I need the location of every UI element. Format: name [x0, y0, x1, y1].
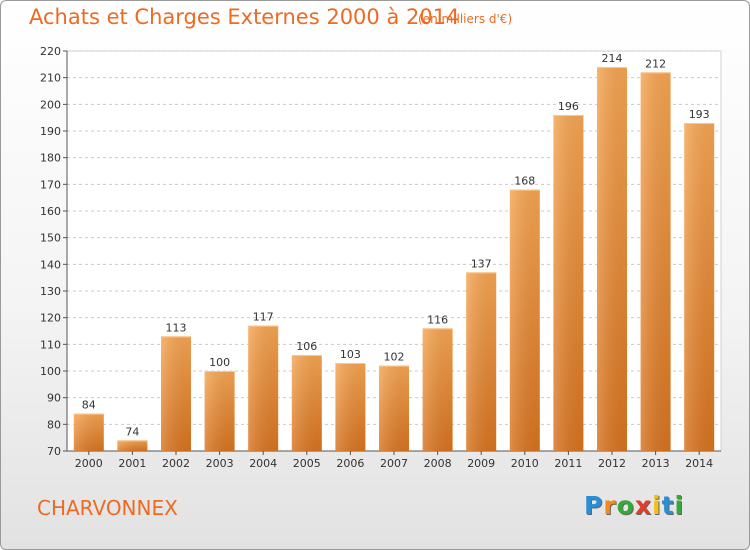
logo-letter: P	[584, 491, 604, 520]
data-label: 100	[209, 356, 230, 369]
data-label: 106	[296, 340, 317, 353]
x-tick-label: 2004	[249, 457, 277, 470]
y-tick-label: 130	[40, 285, 61, 298]
data-label: 116	[427, 313, 448, 326]
data-label: 113	[166, 321, 187, 334]
bar-shade	[640, 72, 671, 451]
y-tick-label: 220	[40, 45, 61, 58]
logo-letter: o	[616, 491, 635, 520]
data-label: 168	[514, 175, 535, 188]
y-tick-label: 110	[40, 338, 61, 351]
data-label: 84	[82, 399, 96, 412]
x-tick-label: 2005	[293, 457, 321, 470]
y-tick-label: 120	[40, 312, 61, 325]
y-tick-label: 70	[47, 445, 61, 458]
bar-shade	[684, 123, 715, 451]
bar-shade	[161, 336, 191, 451]
bar-shade	[73, 413, 104, 451]
bar-shade	[422, 328, 453, 451]
y-tick-label: 90	[47, 392, 61, 405]
bar-shade	[335, 363, 366, 451]
x-tick-label: 2008	[424, 457, 452, 470]
chart-unit: (en milliers d'€)	[418, 12, 513, 26]
bar-shade	[117, 440, 148, 451]
x-tick-label: 2000	[75, 457, 103, 470]
y-tick-label: 150	[40, 232, 61, 245]
data-label: 74	[125, 425, 139, 438]
data-label: 212	[645, 57, 666, 70]
bar-shade	[248, 325, 279, 451]
proxiti-logo[interactable]: Proxiti	[584, 491, 684, 520]
bar-shade	[466, 272, 497, 451]
data-label: 103	[340, 348, 361, 361]
chart-title: Achats et Charges Externes 2000 à 2014	[29, 5, 460, 29]
data-label: 117	[253, 311, 274, 324]
bar-shade	[291, 355, 322, 451]
x-tick-label: 2003	[206, 457, 234, 470]
x-tick-label: 2012	[598, 457, 626, 470]
bar-shade	[509, 189, 540, 451]
data-label: 214	[602, 52, 623, 65]
x-tick-label: 2001	[118, 457, 146, 470]
logo-letter: i	[674, 491, 685, 520]
data-label: 102	[384, 351, 405, 364]
x-tick-label: 2006	[336, 457, 364, 470]
bar-shade	[597, 67, 627, 451]
y-tick-label: 100	[40, 365, 61, 378]
x-tick-label: 2002	[162, 457, 190, 470]
data-label: 196	[558, 100, 579, 113]
y-tick-label: 140	[40, 258, 61, 271]
logo-letter: i	[652, 491, 662, 520]
y-tick-label: 210	[40, 72, 61, 85]
y-tick-label: 180	[40, 152, 61, 165]
commune-name: CHARVONNEX	[37, 496, 178, 520]
x-tick-label: 2009	[467, 457, 495, 470]
y-tick-label: 170	[40, 178, 61, 191]
data-label: 137	[471, 257, 492, 270]
x-tick-label: 2014	[685, 457, 713, 470]
bar-shade	[553, 115, 584, 451]
y-tick-label: 80	[47, 418, 61, 431]
bar-shade	[204, 371, 235, 451]
bar-shade	[379, 365, 409, 451]
x-tick-label: 2007	[380, 457, 408, 470]
x-tick-label: 2011	[554, 457, 582, 470]
logo-letter: r	[603, 491, 617, 520]
y-tick-label: 190	[40, 125, 61, 138]
logo-letter: t	[661, 491, 675, 520]
y-tick-label: 160	[40, 205, 61, 218]
data-label: 193	[689, 108, 710, 121]
x-tick-label: 2013	[642, 457, 670, 470]
logo-letter: x	[634, 491, 652, 520]
x-tick-label: 2010	[511, 457, 539, 470]
y-tick-label: 200	[40, 98, 61, 111]
